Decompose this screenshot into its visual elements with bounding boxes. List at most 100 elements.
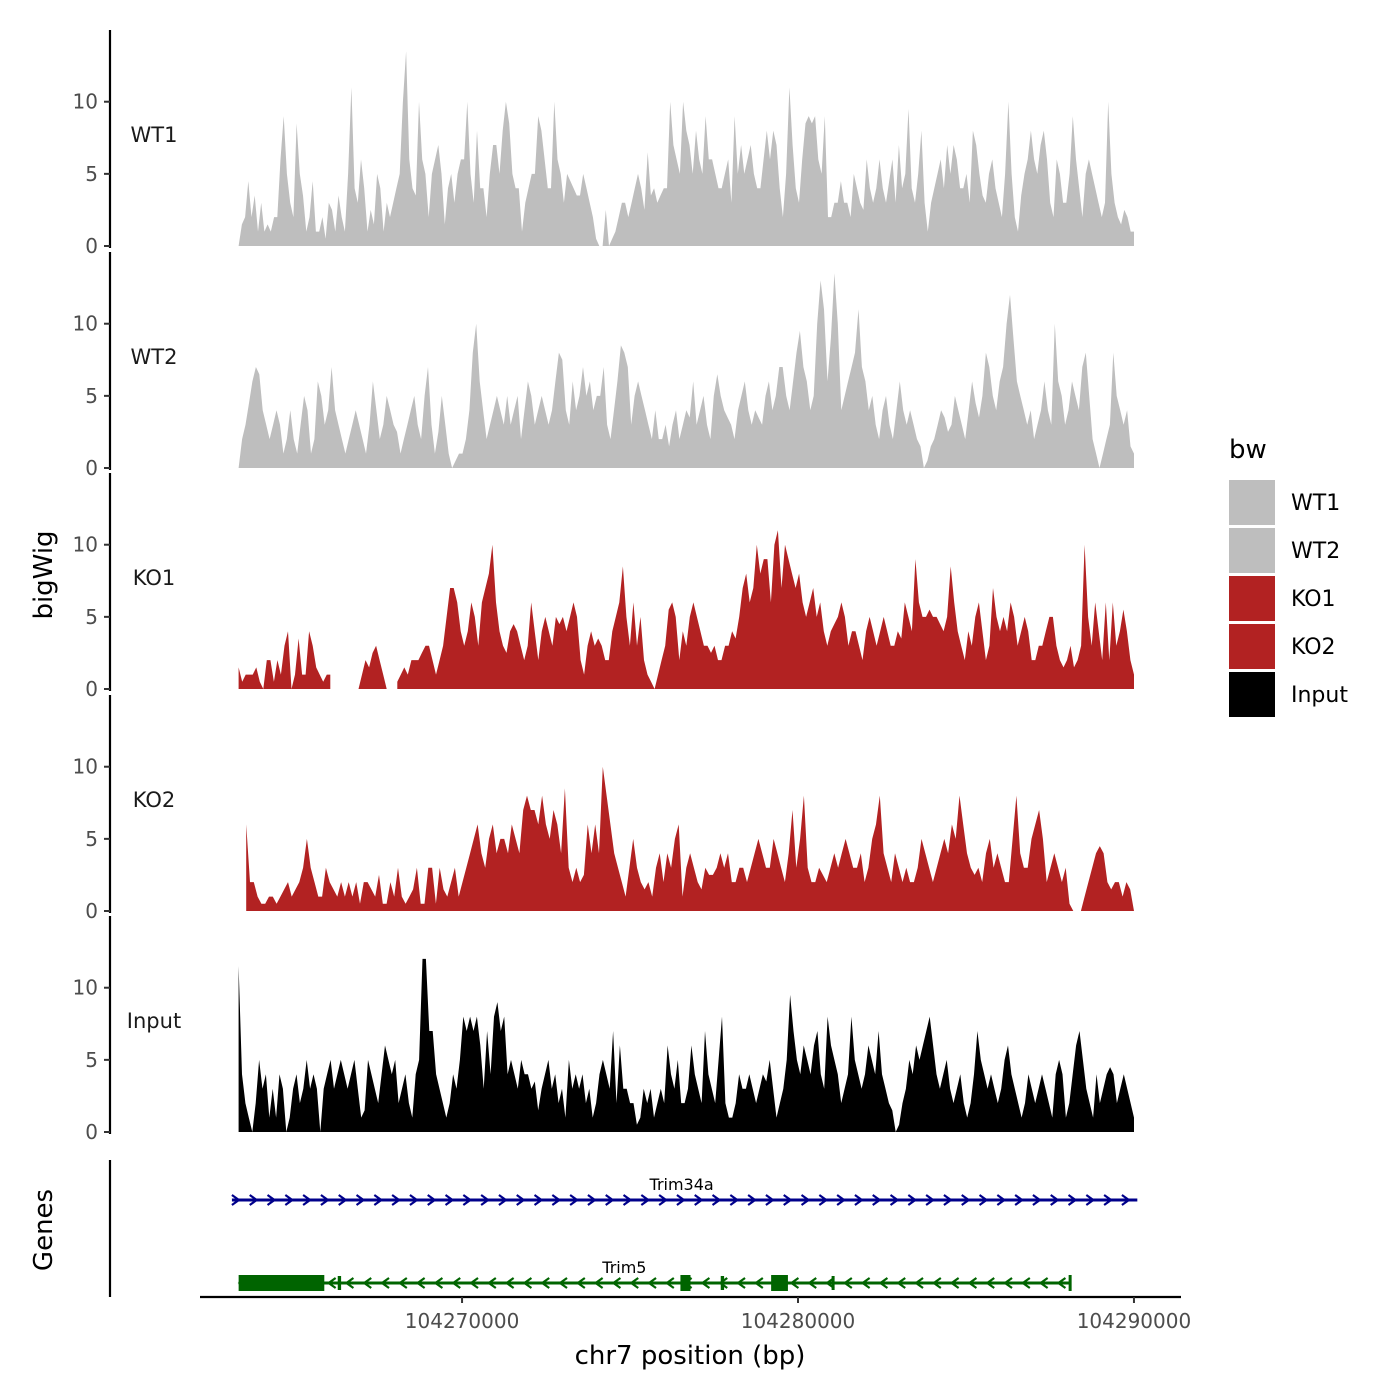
strand-chevron [1085,1194,1096,1206]
legend-label-ko1: KO1 [1291,587,1336,612]
strand-chevron [320,1194,330,1206]
strand-chevron [854,1194,864,1206]
strand-chevron [914,1277,924,1289]
strand-chevron [783,1194,793,1206]
strand-chevron [1014,1194,1025,1206]
track-ko1: 0 5 10 KO1 [73,473,1134,701]
strand-chevron [486,1277,497,1289]
strand-chevron [842,1277,853,1289]
strand-chevron [355,1194,366,1206]
strand-chevron [1121,1194,1131,1206]
x-axis-title: chr7 position (bp) [575,1341,806,1371]
strand-chevron [878,1277,889,1289]
strand-chevron [896,1277,906,1289]
gene-trim34a: Trim34a [231,1175,1138,1206]
y-tick-label: 0 [85,234,98,258]
y-tick-label: 0 [85,456,98,480]
legend-swatch-ko2 [1229,624,1275,669]
bigwig-tracks: 0 5 10 WT1 0 5 10 WT2 0 5 10 KO1 0 5 10 KO2 0 5 10 Input [73,30,1135,1144]
strand-chevron [433,1277,444,1289]
strand-chevron [266,1194,277,1206]
strand-chevron [747,1194,758,1206]
strand-chevron [1003,1277,1013,1289]
strand-chevron [415,1277,426,1289]
strand-chevron [540,1277,550,1289]
strand-chevron [362,1277,372,1289]
strand-chevron [444,1194,455,1206]
strand-chevron [1038,1277,1049,1289]
gene-trim5: Trim5 [237,1258,1072,1291]
strand-chevron [1020,1277,1031,1289]
strand-chevron [1050,1194,1060,1206]
area-input [238,958,1135,1132]
exon [337,1276,342,1290]
strand-chevron [889,1194,900,1206]
strand-chevron [302,1194,313,1206]
strand-chevron [694,1194,704,1206]
area-ko2 [1080,846,1134,911]
strand-chevron [1056,1277,1067,1289]
strand-chevron [551,1194,562,1206]
y-tick-label: 5 [85,1048,98,1072]
exon [831,1276,835,1290]
area-wt1 [238,51,1135,247]
strand-chevron [736,1277,746,1289]
strand-chevron [373,1194,384,1206]
strand-chevron [344,1277,355,1289]
strand-chevron [397,1277,408,1289]
legend-swatch-wt2 [1229,528,1275,573]
area-ko1 [238,631,331,689]
x-tick-label: 104280000 [741,1309,856,1333]
strand-chevron [961,1194,971,1206]
strand-chevron [789,1277,800,1289]
y-tick-label: 10 [73,976,98,1000]
legend-title: bw [1229,435,1267,465]
strand-chevron [925,1194,936,1206]
exon [680,1275,691,1291]
y-tick-label: 10 [73,755,98,779]
strand-chevron [409,1194,419,1206]
exon [771,1275,788,1291]
area-ko1 [358,645,387,689]
y-tick-label: 5 [85,605,98,629]
y-axis-title: bigWig [29,530,59,619]
area-wt2 [238,273,1135,468]
strand-chevron [711,1194,722,1206]
genes-panel: Trim34a Trim5 [108,1160,1138,1297]
track-label: WT1 [131,123,178,147]
strand-chevron [587,1194,597,1206]
strand-chevron [516,1194,526,1206]
strand-chevron [522,1277,533,1289]
strand-chevron [996,1194,1007,1206]
x-tick-label: 104270000 [405,1309,520,1333]
strand-chevron [676,1194,686,1206]
strand-chevron [860,1277,871,1289]
strand-chevron [943,1194,953,1206]
y-tick-label: 0 [85,677,98,701]
y-tick-label: 10 [73,533,98,557]
strand-chevron [326,1277,337,1289]
legend: bw WT1 WT2 KO1 KO2 Input [1229,435,1348,717]
strand-chevron [380,1277,390,1289]
legend-label-ko2: KO2 [1291,635,1336,660]
y-tick-label: 0 [85,899,98,923]
strand-chevron [753,1277,764,1289]
strand-chevron [907,1194,918,1206]
strand-chevron [593,1277,604,1289]
strand-chevron [978,1194,989,1206]
strand-chevron [836,1194,847,1206]
exon [238,1275,325,1291]
y-tick-label: 5 [85,827,98,851]
gene-name-label: Trim5 [601,1258,646,1277]
strand-chevron [338,1194,348,1206]
genes-axis-title: Genes [29,1189,59,1271]
strand-chevron [451,1277,461,1289]
y-tick-label: 10 [73,312,98,336]
strand-chevron [931,1277,942,1289]
gene-name-label: Trim34a [649,1175,714,1194]
strand-chevron [533,1194,544,1206]
strand-chevron [469,1277,479,1289]
x-tick-label: 104290000 [1077,1309,1192,1333]
strand-chevron [658,1194,669,1206]
strand-chevron [498,1194,508,1206]
